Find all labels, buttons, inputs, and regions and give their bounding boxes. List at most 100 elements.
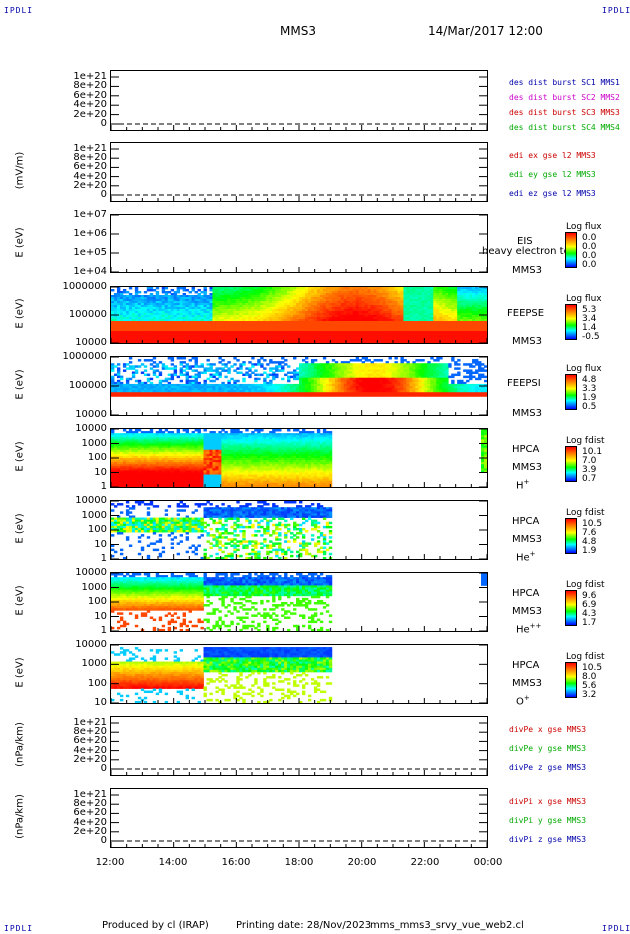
panel-4-heat-cell xyxy=(188,341,192,343)
panel-5-heat-cell xyxy=(266,373,270,377)
panel-4-heat-cell xyxy=(179,337,184,340)
panel-5-heat-cell xyxy=(319,369,324,372)
panel-4-heat-cell xyxy=(328,297,333,300)
panel-4-heat-cell xyxy=(116,319,121,322)
panel-4-heat-cell xyxy=(254,299,258,302)
panel-4-heat-cell xyxy=(269,289,273,292)
panel-5-heat-cell xyxy=(209,394,213,397)
panel-4-heat-cell xyxy=(146,317,151,320)
panel-4-heat-cell xyxy=(331,337,336,340)
panel-5-heat-cell xyxy=(358,377,363,381)
panel-4-heat-cell xyxy=(334,327,339,330)
panel-4-heat-cell xyxy=(236,319,240,322)
panel-4-heat-cell xyxy=(263,319,267,322)
panel-5-heat-cell xyxy=(373,383,377,387)
panel-4-heat-cell xyxy=(442,301,446,304)
panel-5-heat-cell xyxy=(373,386,377,389)
panel-5-heat-cell xyxy=(412,379,416,383)
panel-4-heat-cell xyxy=(158,309,163,312)
panel-4-heat-cell xyxy=(125,313,130,316)
panel-5-heat-cell xyxy=(346,388,351,391)
panel-4-heat-cell xyxy=(307,287,312,290)
panel-5-heat-cell xyxy=(239,392,243,395)
panel-4-heat-cell xyxy=(379,323,383,326)
panel-4-heat-cell xyxy=(122,299,127,302)
panel-4-heat-cell xyxy=(143,341,148,343)
panel-5-heat-cell xyxy=(334,373,339,377)
panel-4-heat-cell xyxy=(221,315,225,318)
panel-4-heat-cell xyxy=(266,291,270,294)
panel-5-heat-cell xyxy=(287,388,291,391)
panel-5-heat-cell xyxy=(388,375,392,379)
panel-4-heat-cell xyxy=(346,341,351,343)
panel-5-heat-cell xyxy=(143,392,148,395)
panel-4-heat-cell xyxy=(397,331,401,334)
panel-4-heat-cell xyxy=(340,289,345,292)
panel-5-heat-cell xyxy=(322,365,327,368)
panel-4-heat-cell xyxy=(370,339,374,342)
panel-4-heat-cell xyxy=(236,307,240,310)
panel-5-heat-cell xyxy=(394,392,398,395)
panel-4-heat-cell xyxy=(457,299,461,302)
panel-4-heat-cell xyxy=(134,339,139,342)
panel-4-heat-cell xyxy=(322,299,327,302)
panel-4-heat-cell xyxy=(116,303,121,306)
panel-4-heat-cell xyxy=(433,287,437,290)
panel-5-heat-cell xyxy=(301,381,306,385)
panel-4-heat-cell xyxy=(346,307,351,310)
panel-4-heat-cell xyxy=(185,339,189,342)
panel-5-heat-cell xyxy=(322,363,327,366)
panel-4-heat-cell xyxy=(275,323,279,326)
panel-3-colorbar-value: 0.0 xyxy=(582,233,597,243)
panel-4-heat-cell xyxy=(170,319,175,322)
panel-4-heat-cell xyxy=(391,309,395,312)
panel-4-heat-cell xyxy=(349,325,354,328)
panel-4-heat-cell xyxy=(346,291,351,294)
panel-4-heat-cell xyxy=(215,307,219,310)
panel-4-heat-cell xyxy=(236,287,240,290)
panel-4-heat-cell xyxy=(218,339,222,342)
panel-4-heat-cell xyxy=(269,329,273,332)
panel-4-heat-cell xyxy=(137,295,142,298)
panel-5-heat-cell xyxy=(299,363,303,366)
panel-4-heat-cell xyxy=(182,341,186,343)
panel-4-heat-cell xyxy=(272,339,276,342)
panel-5-heat-cell xyxy=(266,375,270,379)
panel-5-heat-cell xyxy=(293,388,297,391)
panel-4-heat-cell xyxy=(218,333,222,336)
panel-4-heat-cell xyxy=(227,311,231,314)
panel-4-heat-cell xyxy=(245,341,249,343)
panel-5-heat-cell xyxy=(239,390,243,393)
panel-4-heat-cell xyxy=(149,331,154,334)
panel-4-heat-cell xyxy=(415,323,419,326)
panel-4-heat-cell xyxy=(418,315,422,318)
panel-4-heat-cell xyxy=(340,335,345,338)
panel-4-heat-cell xyxy=(230,321,234,324)
panel-4-heat-cell xyxy=(221,313,225,316)
panel-4-heat-cell xyxy=(128,303,133,306)
panel-5-heat-cell xyxy=(194,365,198,368)
panel-4-heat-cell xyxy=(242,329,246,332)
panel-4-heat-cell xyxy=(206,319,210,322)
panel-4-heat-cell xyxy=(454,325,458,328)
panel-4-heat-cell xyxy=(284,339,288,342)
panel-4-heat-cell xyxy=(418,325,422,328)
panel-4-heat-cell xyxy=(134,333,139,336)
panel-4-heat-cell xyxy=(421,327,425,330)
panel-4-heat-cell xyxy=(376,331,380,334)
panel-4-heat-cell xyxy=(152,303,157,306)
panel-4-heat-cell xyxy=(152,341,157,343)
panel-4-heat-cell xyxy=(299,309,303,312)
panel-4-heat-cell xyxy=(352,295,357,298)
panel-4-heat-cell xyxy=(272,307,276,310)
panel-5-heat-cell xyxy=(388,363,392,366)
panel-5-heat-cell xyxy=(200,388,204,391)
panel-4-heat-cell xyxy=(433,319,437,322)
panel-5-heat-cell xyxy=(358,388,363,391)
panel-4-heat-cell xyxy=(331,311,336,314)
date-title: 14/Mar/2017 12:00 xyxy=(428,24,543,38)
panel-4-heat-cell xyxy=(382,305,386,308)
panel-4-heat-cell xyxy=(161,287,166,290)
panel-4-heat-cell xyxy=(427,315,431,318)
panel-4-heat-cell xyxy=(248,333,252,336)
